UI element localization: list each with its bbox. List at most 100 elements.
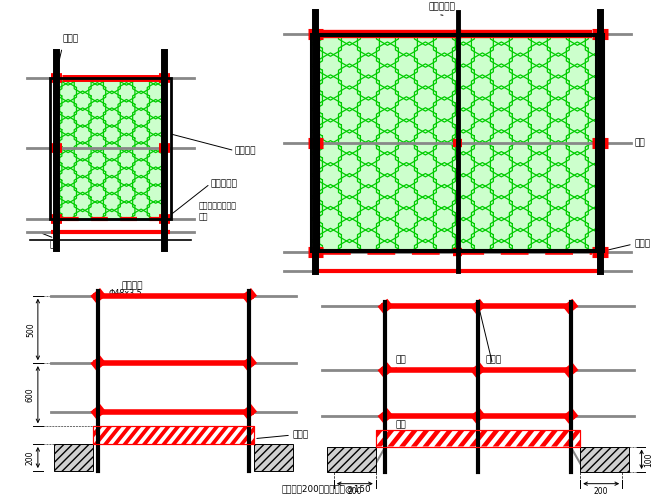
Polygon shape (337, 426, 356, 444)
Polygon shape (317, 426, 336, 444)
Polygon shape (586, 430, 605, 447)
Polygon shape (122, 426, 141, 444)
Polygon shape (259, 426, 278, 444)
Polygon shape (347, 426, 366, 444)
Polygon shape (376, 430, 395, 447)
Polygon shape (249, 426, 268, 444)
Bar (93, 426, 254, 444)
Polygon shape (132, 426, 151, 444)
Polygon shape (528, 430, 547, 447)
Text: 栏杆柱: 栏杆柱 (486, 355, 502, 364)
Text: 200: 200 (594, 487, 609, 496)
Polygon shape (457, 430, 477, 447)
Polygon shape (405, 426, 424, 444)
Polygon shape (220, 426, 239, 444)
Text: 下设挡脚板: 下设挡脚板 (428, 2, 455, 11)
Polygon shape (493, 430, 512, 447)
Polygon shape (268, 426, 288, 444)
Polygon shape (113, 426, 132, 444)
Polygon shape (633, 430, 652, 447)
Polygon shape (516, 430, 535, 447)
Polygon shape (453, 426, 472, 444)
Polygon shape (434, 430, 453, 447)
Bar (55, 444, 93, 471)
Text: 100: 100 (644, 452, 653, 467)
Bar (311, 34, 603, 252)
Text: 200: 200 (26, 450, 35, 465)
Polygon shape (395, 426, 415, 444)
Polygon shape (386, 426, 405, 444)
Bar (327, 447, 376, 472)
Polygon shape (444, 426, 463, 444)
Text: 安全网边缘: 安全网边缘 (210, 179, 237, 188)
Polygon shape (422, 430, 442, 447)
Polygon shape (376, 426, 395, 444)
Text: 横杆: 横杆 (49, 240, 60, 249)
Polygon shape (327, 426, 346, 444)
Bar (53, 78, 167, 219)
Text: 挡脚板: 挡脚板 (293, 431, 309, 440)
Polygon shape (230, 426, 249, 444)
Polygon shape (364, 430, 384, 447)
Bar (457, 36, 595, 250)
Polygon shape (463, 426, 482, 444)
Polygon shape (411, 430, 430, 447)
Text: 栏杆柱: 栏杆柱 (63, 34, 78, 43)
Polygon shape (621, 430, 640, 447)
Polygon shape (424, 426, 443, 444)
Polygon shape (504, 430, 524, 447)
Polygon shape (307, 426, 327, 444)
Bar (580, 447, 629, 472)
Bar (254, 444, 293, 471)
Polygon shape (551, 430, 570, 447)
Polygon shape (161, 426, 181, 444)
Text: 下杆: 下杆 (395, 421, 406, 430)
Bar (319, 36, 457, 250)
Polygon shape (597, 430, 617, 447)
Polygon shape (278, 426, 297, 444)
Bar (376, 430, 580, 447)
Text: 600: 600 (26, 387, 35, 402)
Polygon shape (152, 426, 171, 444)
Polygon shape (240, 426, 259, 444)
Polygon shape (446, 430, 465, 447)
Polygon shape (388, 430, 407, 447)
Polygon shape (574, 430, 594, 447)
Text: 栏杆柱: 栏杆柱 (635, 240, 651, 249)
Bar (311, 34, 603, 252)
Polygon shape (481, 430, 500, 447)
Polygon shape (644, 430, 658, 447)
Text: 横杆: 横杆 (635, 138, 645, 147)
Polygon shape (563, 430, 582, 447)
Text: 安全平网: 安全平网 (234, 146, 256, 155)
Bar (93, 426, 254, 444)
Polygon shape (656, 430, 658, 447)
Polygon shape (84, 426, 103, 444)
Polygon shape (103, 426, 122, 444)
Polygon shape (540, 430, 559, 447)
Polygon shape (201, 426, 220, 444)
Text: Φ48x3.5: Φ48x3.5 (109, 289, 142, 298)
Polygon shape (288, 426, 307, 444)
Polygon shape (356, 426, 375, 444)
Polygon shape (210, 426, 230, 444)
Polygon shape (74, 426, 93, 444)
Polygon shape (366, 426, 385, 444)
Polygon shape (399, 430, 418, 447)
Polygon shape (171, 426, 190, 444)
Polygon shape (609, 430, 629, 447)
Text: 上杆: 上杆 (395, 355, 406, 364)
Text: 200: 200 (347, 487, 362, 496)
Text: 应连续缝扎在扫地
杆上: 应连续缝扎在扫地 杆上 (199, 201, 236, 222)
Bar (376, 430, 580, 447)
Polygon shape (415, 426, 434, 444)
Polygon shape (181, 426, 200, 444)
Text: 防护栏杆: 防护栏杆 (122, 281, 143, 290)
Text: 500: 500 (26, 322, 35, 337)
Polygon shape (298, 426, 317, 444)
Text: 踢脚板宽200，红白相间@150: 踢脚板宽200，红白相间@150 (281, 484, 371, 493)
Polygon shape (469, 430, 488, 447)
Polygon shape (434, 426, 453, 444)
Polygon shape (353, 430, 372, 447)
Polygon shape (191, 426, 210, 444)
